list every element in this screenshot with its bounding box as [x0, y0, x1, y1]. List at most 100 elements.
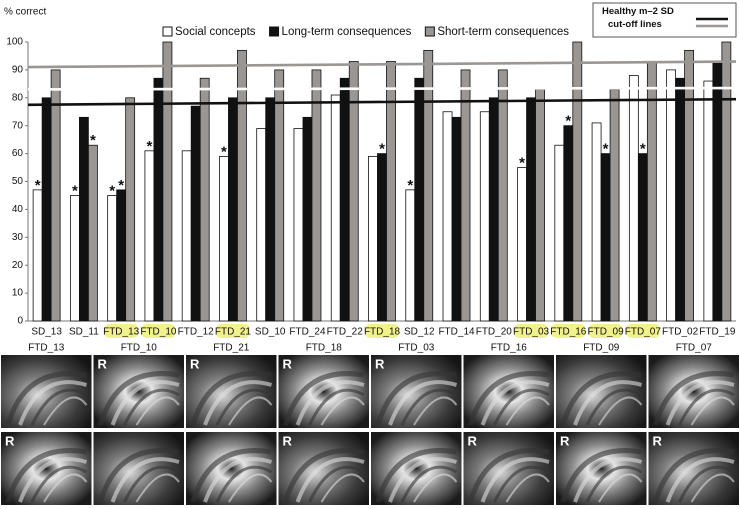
category-highlight	[551, 324, 586, 338]
significance-marker: *	[90, 132, 96, 149]
x-tick-label: FTD_10	[140, 327, 177, 338]
gyrus	[678, 388, 735, 426]
legend-swatch	[162, 26, 173, 37]
category-highlight	[625, 324, 660, 338]
y-tick-label: 50	[12, 176, 24, 187]
orientation-marker: R	[375, 356, 385, 371]
gyrus	[135, 473, 180, 503]
bar	[330, 94, 341, 322]
gyrus	[190, 448, 272, 503]
y-tick-label: 90	[12, 65, 24, 76]
y-tick-label: 70	[12, 120, 24, 131]
gyrus	[413, 473, 458, 503]
significance-marker: *	[565, 113, 571, 130]
y-tick-label: 60	[12, 148, 24, 159]
cutoff-legend-title: Healthy m–2 SD cut-off lines	[602, 6, 674, 30]
orientation-marker: R	[653, 433, 663, 448]
y-axis-label: % correct	[4, 7, 46, 18]
brain-image	[556, 355, 647, 428]
gyrus	[665, 380, 735, 426]
brain-image	[1, 355, 92, 428]
significance-marker: *	[35, 177, 41, 194]
gyrus	[388, 457, 458, 503]
x-tick-label: FTD_09	[588, 327, 625, 338]
bar	[591, 122, 602, 322]
gyrus	[135, 396, 180, 426]
gyrus	[573, 457, 643, 503]
image-label: FTD_10	[121, 343, 158, 354]
bar	[628, 75, 639, 322]
gyrus	[203, 457, 273, 503]
brain-image	[93, 432, 184, 505]
bar	[637, 153, 648, 322]
category-highlight	[104, 324, 139, 338]
bar	[32, 189, 43, 322]
bar	[497, 69, 508, 322]
gyrus	[110, 380, 180, 426]
bar	[563, 125, 574, 322]
gyrus	[480, 457, 550, 503]
orientation-marker: R	[283, 356, 293, 371]
bar	[265, 97, 276, 322]
gyrus	[295, 380, 365, 426]
gyrus	[320, 473, 365, 503]
bar	[256, 128, 267, 322]
brain-image	[463, 355, 554, 428]
bar	[368, 155, 378, 322]
bar	[50, 69, 61, 322]
bar	[572, 41, 583, 322]
brain-image	[463, 432, 554, 505]
orientation-marker: R	[283, 433, 293, 448]
gyrus	[413, 396, 458, 426]
gyrus	[43, 473, 88, 503]
brain-image	[648, 432, 739, 505]
image-label: FTD_16	[491, 343, 528, 354]
x-tick-label: FTD_20	[476, 327, 513, 338]
gyrus	[18, 380, 88, 426]
gyrus	[678, 465, 735, 503]
gyrus	[43, 396, 88, 426]
bar	[311, 69, 322, 322]
bar	[144, 150, 155, 322]
brain-image	[186, 432, 277, 505]
bar	[339, 77, 350, 322]
gyrus	[690, 473, 735, 503]
significance-marker: *	[146, 138, 152, 155]
bar	[451, 116, 462, 322]
gyrus	[295, 457, 365, 503]
gyrus	[308, 465, 365, 503]
gyrus	[283, 448, 365, 503]
x-tick-label: FTD_13	[103, 327, 140, 338]
gyrus	[400, 465, 458, 503]
y-tick-label: 0	[17, 316, 23, 327]
x-tick-label: FTD_22	[327, 327, 364, 338]
y-tick-label: 40	[12, 204, 24, 215]
brain-image	[278, 355, 369, 428]
category-highlight	[141, 324, 176, 338]
orientation-marker: R	[5, 433, 15, 448]
gyrus	[375, 371, 457, 426]
gyrus	[123, 465, 180, 503]
bar	[78, 116, 89, 322]
x-tick-label: SD_10	[255, 327, 286, 338]
bar	[190, 105, 201, 322]
category-highlight	[365, 324, 399, 338]
significance-marker: *	[221, 143, 227, 160]
image-label: FTD_09	[583, 343, 620, 354]
gyrus	[585, 388, 643, 426]
gyrus	[505, 396, 550, 426]
significance-marker: *	[379, 141, 385, 158]
bar	[274, 69, 285, 322]
significance-marker: *	[640, 141, 646, 158]
bar	[460, 69, 471, 322]
bar	[600, 153, 611, 322]
image-label: FTD_07	[676, 343, 713, 354]
bar	[517, 167, 527, 322]
gyrus	[30, 388, 88, 426]
brain-image	[278, 432, 369, 505]
bar	[116, 189, 127, 322]
bar	[69, 195, 80, 322]
gyrus	[585, 465, 643, 503]
legend-swatch	[269, 26, 280, 37]
